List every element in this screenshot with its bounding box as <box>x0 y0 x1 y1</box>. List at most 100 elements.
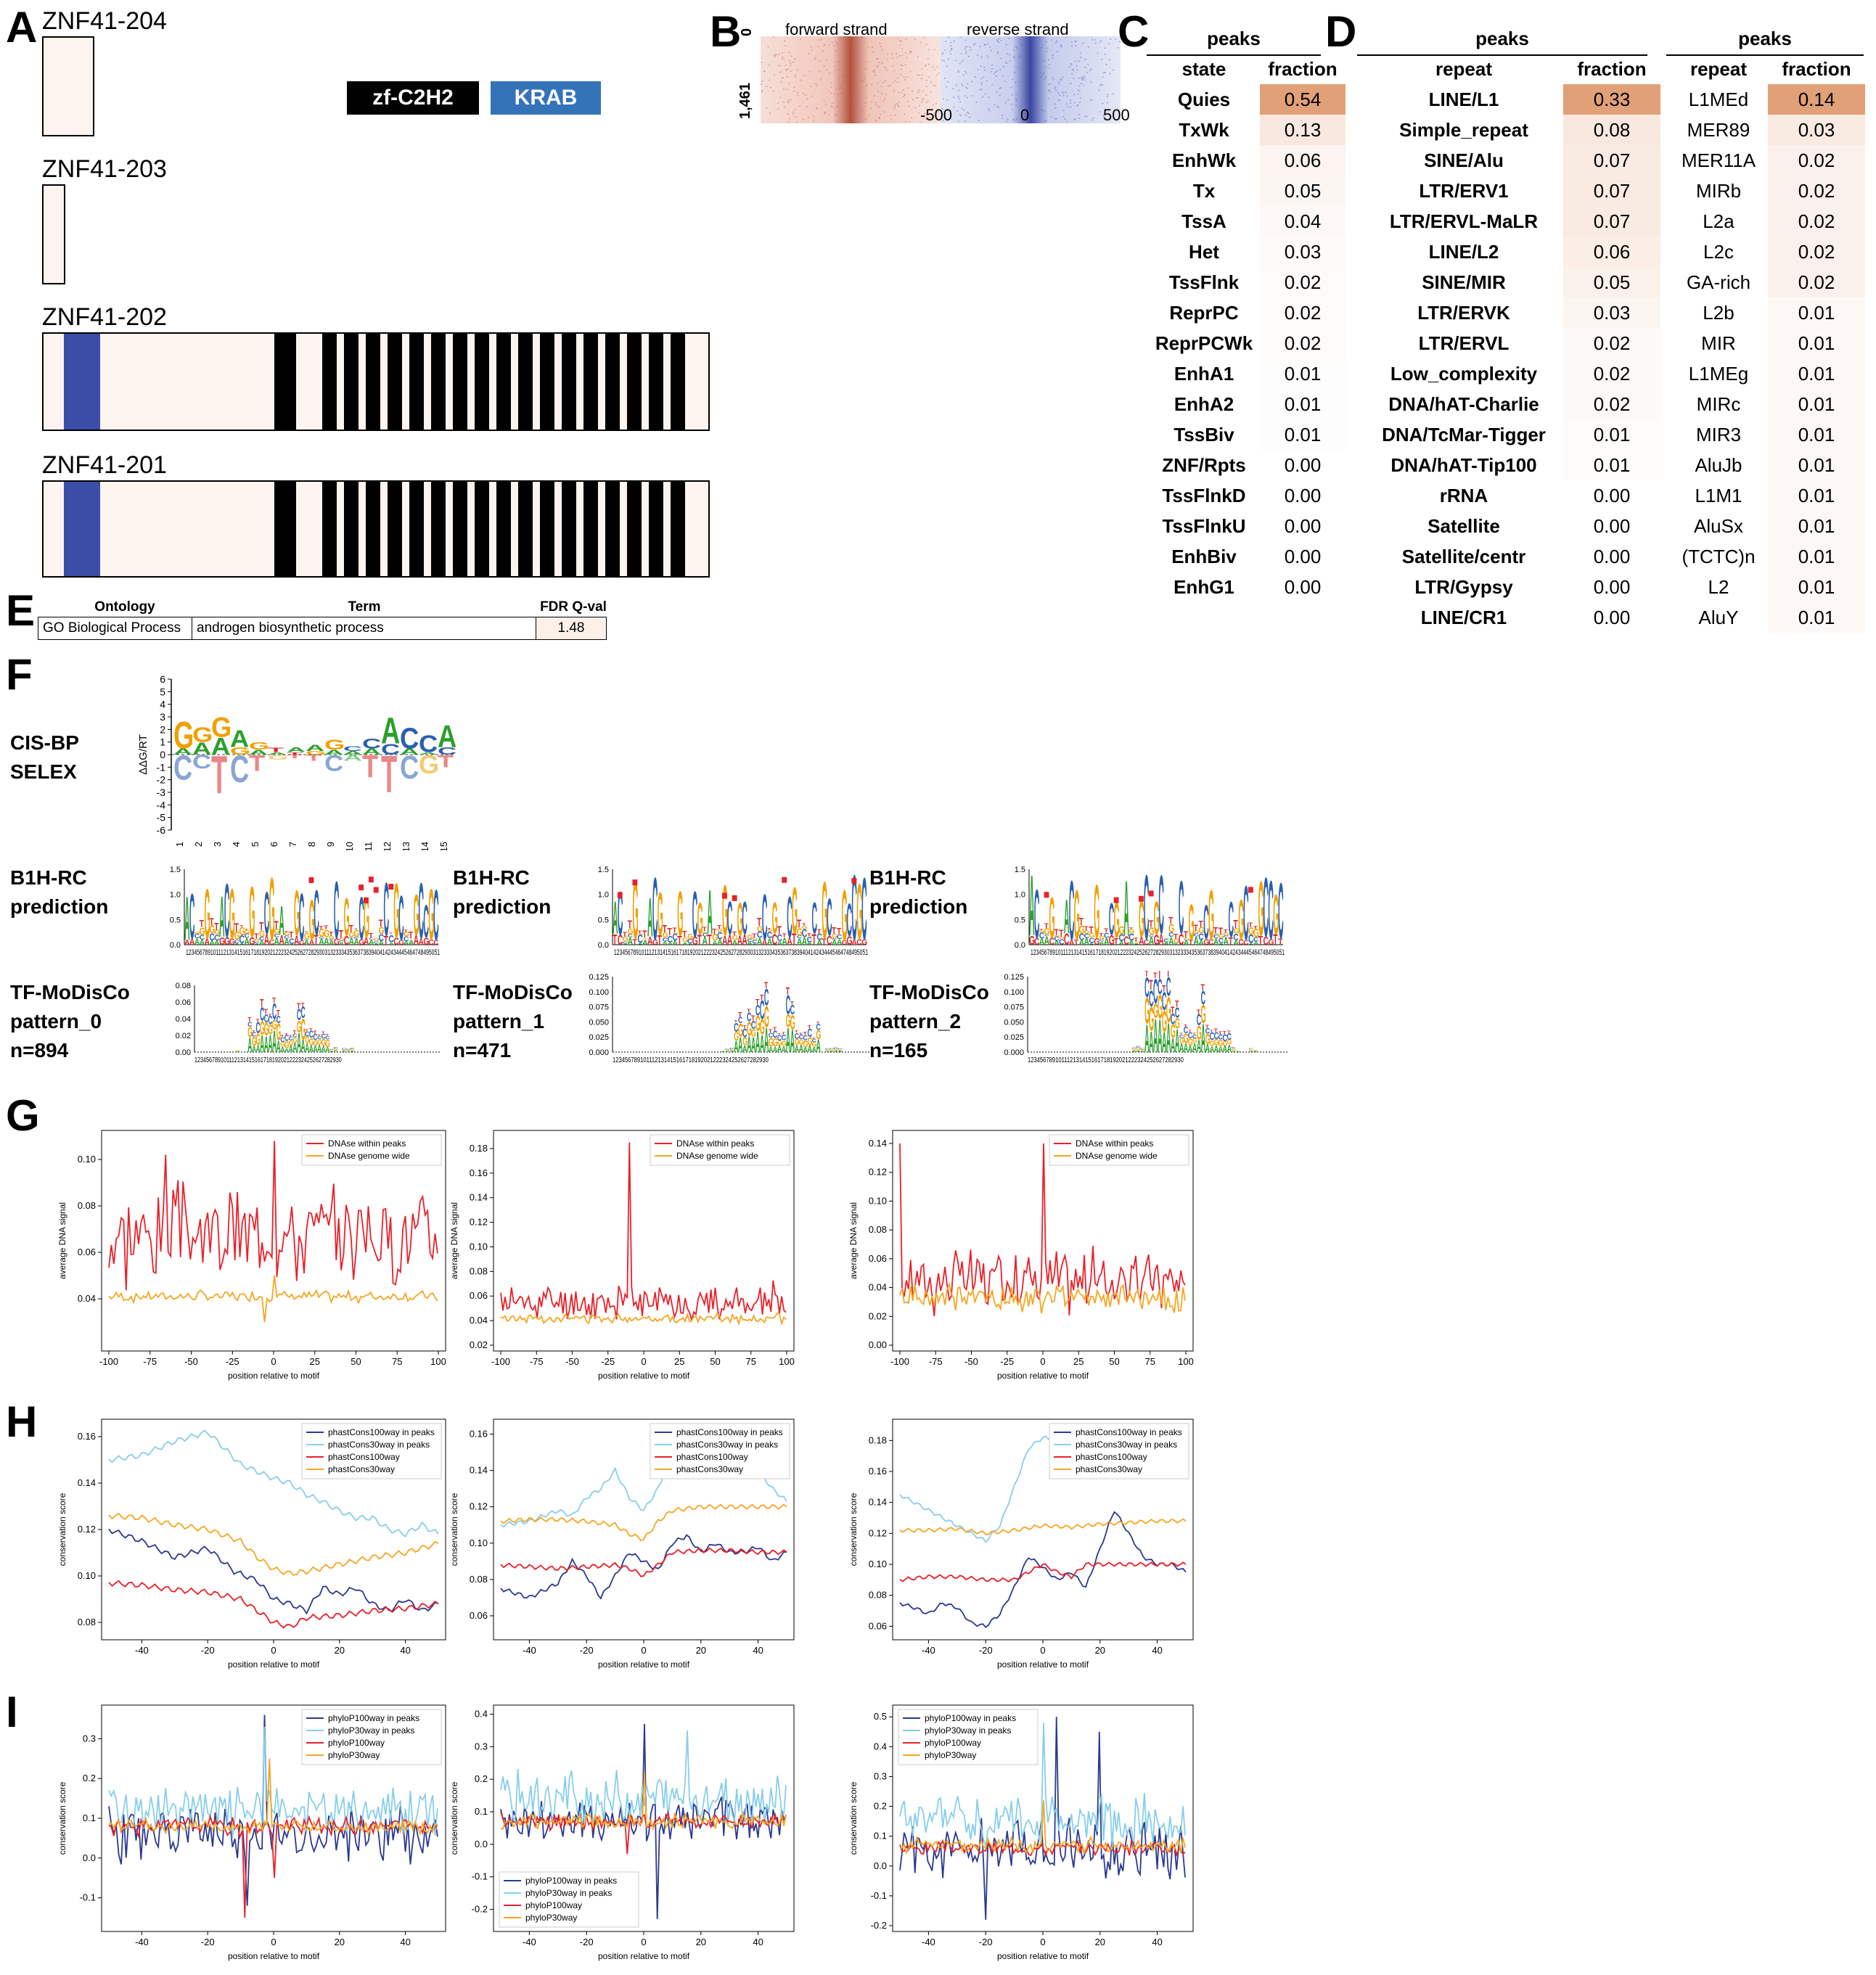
heatmap-cell <box>933 104 935 106</box>
zf-domain <box>274 482 296 576</box>
motif-letter: A <box>824 1051 830 1053</box>
motif-letter: T <box>317 1034 321 1037</box>
label-line: n=165 <box>869 1039 928 1062</box>
table-row: SINE/Alu 0.07 <box>1364 145 1660 176</box>
tfmodisco-logo-0: 0.080.060.040.020.00 AG AGCTAGCTAGCTAGCTAG… <box>176 982 440 1064</box>
x-tick-label: 25 <box>674 1356 684 1367</box>
motif-letter: A <box>321 1046 327 1055</box>
heatmap-cell <box>1104 53 1106 55</box>
table-row: TssFlnk 0.02 <box>1148 267 1345 297</box>
motif-letter: A <box>362 747 381 757</box>
heatmap-cell <box>1099 41 1101 43</box>
motif-letter: A <box>1162 1027 1167 1059</box>
motif-letter: G <box>211 712 232 743</box>
transcript-box-203 <box>42 184 65 284</box>
heatmap-cell <box>1087 64 1089 65</box>
y-tick-label: 0.14 <box>869 1138 887 1149</box>
y-tick-label: 0.10 <box>470 1537 488 1548</box>
motif-letter: A <box>1193 935 1199 948</box>
motif-letter: G <box>1258 866 1264 953</box>
y-tick-label: 0.025 <box>1004 1033 1024 1042</box>
motif-letter: A <box>289 944 295 945</box>
zf-domain <box>453 334 467 430</box>
motif-letter: C <box>344 934 350 948</box>
motif-letter: A <box>787 935 792 947</box>
y-tick-label: 1.0 <box>598 891 609 900</box>
heatmap-cell <box>823 45 825 46</box>
motif-letter: G <box>747 934 753 940</box>
motif-letter: T <box>738 1011 742 1018</box>
motif-letter: C <box>738 1016 743 1026</box>
motif-letter: G <box>1248 925 1254 937</box>
table-row: (TCTC)n 0.01 <box>1669 541 1865 572</box>
motif-letter: C <box>1263 863 1269 955</box>
heatmap-cell <box>912 99 914 101</box>
heatmap-cell <box>932 66 934 68</box>
motif-letter: A <box>837 938 843 947</box>
motif-letter: T <box>284 930 289 933</box>
motif-letter: A <box>790 1023 795 1059</box>
row-label: GA-rich <box>1686 271 1751 293</box>
motif-letter: C <box>672 932 678 943</box>
motif-letter: A <box>777 940 782 946</box>
heatmap-cell <box>1082 42 1084 44</box>
row-fraction: 0.01 <box>1768 450 1865 480</box>
motif-letter: A <box>1064 891 1070 945</box>
motif-letter: G <box>1210 1040 1215 1048</box>
motif-letter: A <box>802 935 808 947</box>
row-label: TssFlnkU <box>1162 514 1246 537</box>
motif-letter: G <box>256 1030 261 1048</box>
heatmap-cell <box>951 49 953 50</box>
heatmap-cell <box>874 119 877 121</box>
motif-letter: A <box>727 933 733 948</box>
motif-letter: A <box>742 1044 747 1054</box>
motif-letter: C <box>1231 1047 1236 1048</box>
x-tick-labels: 1234567891011121314151617181920212223242… <box>186 948 440 957</box>
motif-letter: T <box>747 1009 751 1014</box>
heatmap-cell <box>1102 84 1104 86</box>
motif-letter: G <box>682 937 688 945</box>
y-tick-label: 3 <box>160 711 165 723</box>
heatmap-cell <box>1033 120 1036 121</box>
table-row: LTR/ERVL-MaLR 0.07 <box>1364 206 1660 237</box>
heatmap-cell <box>1044 110 1046 112</box>
heatmap-cell <box>903 96 905 98</box>
heatmap-cell <box>1055 118 1057 120</box>
row-fraction: 0.00 <box>1284 545 1322 567</box>
heatmap-cell <box>926 102 928 104</box>
motif-letter: C <box>194 933 200 940</box>
motif-letter: G <box>697 893 703 945</box>
x-tick-label: 6 <box>269 842 279 847</box>
y-tick-label: 0.08 <box>78 1617 96 1627</box>
heatmap-cell <box>881 62 883 64</box>
motif-letter: C <box>1192 1033 1197 1040</box>
y-tick-label: 0.0 <box>598 941 609 950</box>
heatmap-cell <box>990 49 992 52</box>
motif-letter: A <box>833 1050 838 1053</box>
motif-letter: C <box>244 933 250 940</box>
motif-letter: C <box>692 877 698 950</box>
heatmap-cell <box>918 112 920 114</box>
motif-letter: G <box>1059 936 1065 940</box>
heatmap-cell <box>917 56 919 58</box>
motif-letter: C <box>224 868 230 953</box>
heatmap-cell <box>909 50 912 52</box>
motif-letter: A <box>272 1024 277 1059</box>
heatmap-cell <box>815 83 817 84</box>
motif-letter: G <box>1154 933 1160 948</box>
heatmap-cell <box>842 75 844 77</box>
heatmap-cell <box>897 81 899 83</box>
label-line: prediction <box>453 895 552 918</box>
heatmap-cell <box>884 98 886 100</box>
motif-letter: A <box>317 1043 321 1055</box>
motif-letter: G <box>1158 989 1163 1026</box>
motif-letter: G <box>767 929 773 932</box>
heatmap-cell <box>916 97 918 99</box>
heatmap-cell <box>1027 50 1029 52</box>
table-row: L2c 0.02 <box>1669 237 1865 267</box>
row-label: Quies <box>1177 88 1231 110</box>
zf-domain <box>388 482 402 576</box>
zf-domain <box>605 334 620 430</box>
heatmap-cell <box>941 53 943 55</box>
heatmap-cell <box>875 120 877 122</box>
